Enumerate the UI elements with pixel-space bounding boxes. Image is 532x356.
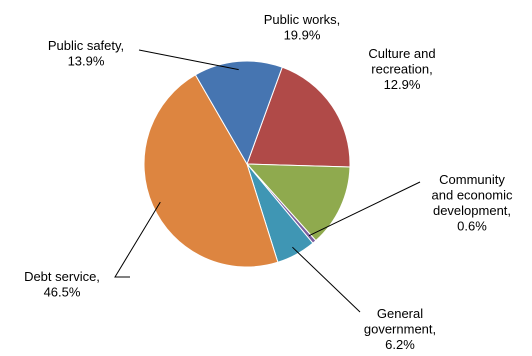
slice-label-3: Community and economic development, 0.6%	[432, 172, 513, 234]
slice-label-line: 46.5%	[44, 285, 81, 300]
slice-label-1: Public works, 19.9%	[264, 12, 341, 43]
slice-label-5: Debt service, 46.5%	[24, 269, 100, 300]
leader-line-4	[292, 247, 360, 312]
slice-label-line: Culture and	[368, 46, 435, 61]
leader-line-6	[139, 50, 239, 70]
slice-label-line: recreation,	[371, 62, 432, 77]
slice-label-line: General	[377, 306, 423, 321]
slice-label-line: 19.9%	[284, 28, 321, 43]
leader-line-5	[115, 202, 160, 277]
slice-label-line: and economic	[432, 188, 513, 203]
slice-label-line: development,	[433, 203, 511, 218]
slice-label-line: 6.2%	[385, 337, 415, 352]
slice-label-4: General government, 6.2%	[364, 306, 436, 352]
slice-label-2: Culture and recreation, 12.9%	[368, 46, 435, 92]
slice-label-line: 0.6%	[457, 219, 487, 234]
slice-label-line: 12.9%	[384, 77, 421, 92]
pie-slices	[144, 61, 350, 267]
slice-label-line: 13.9%	[68, 54, 105, 69]
slice-label-6: Public safety, 13.9%	[48, 38, 124, 69]
slice-label-line: Debt service,	[24, 269, 100, 284]
slice-label-line: Public works,	[264, 12, 341, 27]
slice-label-line: government,	[364, 322, 436, 337]
slice-label-line: Community	[439, 172, 505, 187]
slice-label-line: Public safety,	[48, 38, 124, 53]
